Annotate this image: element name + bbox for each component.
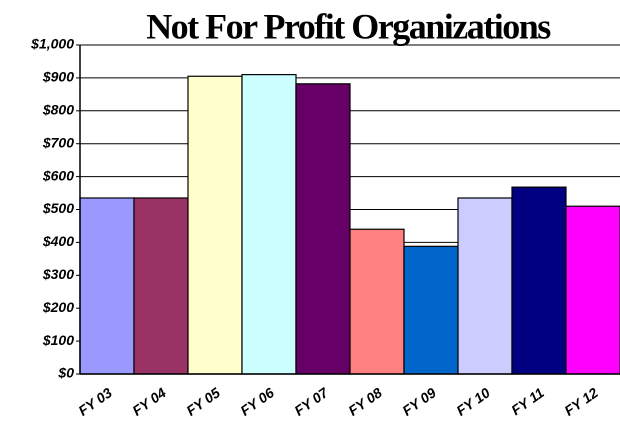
y-tick-label: $900 [42, 69, 74, 85]
x-tick-label: FY 12 [561, 384, 601, 419]
chart-title: Not For Profit Organizations [146, 6, 551, 46]
bar [565, 205, 620, 375]
y-tick-label: $200 [42, 299, 74, 315]
y-tick-label: $800 [42, 102, 74, 118]
y-tick-label: $400 [42, 233, 74, 249]
bar [187, 75, 243, 375]
x-tick-label: FY 06 [237, 384, 277, 419]
x-tick-label: FY 05 [183, 384, 223, 419]
bar [457, 197, 513, 375]
x-tick-label: FY 03 [75, 384, 115, 419]
bar [511, 186, 567, 375]
y-tick-label: $300 [42, 266, 74, 282]
x-tick-label: FY 10 [453, 384, 493, 419]
bar [79, 197, 135, 375]
y-tick-label: $0 [57, 365, 74, 381]
x-tick-label: FY 09 [399, 384, 439, 419]
bar [133, 197, 189, 375]
y-tick-label: $700 [42, 134, 74, 150]
bar [403, 245, 459, 375]
bar [295, 83, 351, 375]
x-tick-label: FY 08 [345, 384, 385, 419]
x-tick-label: FY 11 [508, 384, 547, 418]
x-tick-label: FY 04 [129, 384, 169, 419]
y-tick-label: $1,000 [30, 36, 74, 52]
x-tick-label: FY 07 [291, 384, 332, 419]
y-tick-label: $100 [42, 332, 74, 348]
bar [349, 228, 405, 375]
y-tick-label: $600 [42, 167, 74, 183]
bar [241, 74, 297, 375]
y-tick-label: $500 [42, 200, 74, 216]
